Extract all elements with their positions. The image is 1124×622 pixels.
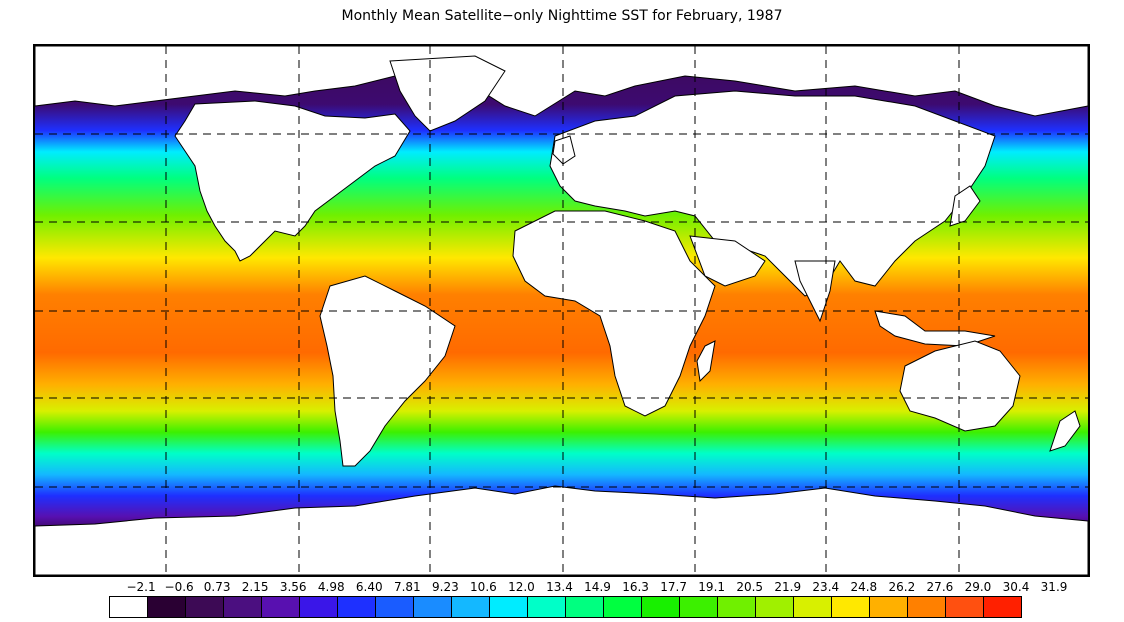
- antarctica: [35, 485, 1088, 575]
- grid-lines: [35, 46, 1088, 575]
- colorbar-swatch: [756, 597, 794, 617]
- eurasia: [549, 90, 996, 297]
- colorbar-swatch: [680, 597, 718, 617]
- colorbar-swatch: [300, 597, 338, 617]
- sst-map: [33, 44, 1090, 577]
- colorbar-tick-label: −2.1: [126, 580, 156, 594]
- colorbar-tick-label: 27.6: [926, 580, 954, 594]
- greenland: [389, 55, 506, 132]
- colorbar-swatch: [908, 597, 946, 617]
- madagascar: [696, 340, 716, 383]
- colorbar-tick-label: 10.6: [470, 580, 497, 594]
- colorbar-swatch: [452, 597, 490, 617]
- colorbar-tick-label: 3.56: [279, 580, 307, 594]
- colorbar-swatch: [376, 597, 414, 617]
- colorbar-tick-label: 4.98: [317, 580, 345, 594]
- colorbar-swatch: [566, 597, 604, 617]
- colorbar-tick-label: 26.2: [888, 580, 916, 594]
- colorbar-tick-label: 20.5: [736, 580, 764, 594]
- colorbar-swatch: [604, 597, 642, 617]
- colorbar-tick-label: 17.7: [660, 580, 687, 594]
- colorbar-tick-label: 6.40: [355, 580, 383, 594]
- colorbar-tick-label: −0.6: [164, 580, 194, 594]
- colorbar-swatch: [984, 597, 1021, 617]
- colorbar-tick-label: 12.0: [508, 580, 535, 594]
- colorbar-swatch: [832, 597, 870, 617]
- south-america: [319, 275, 456, 467]
- colorbar-tick-label: 14.9: [584, 580, 611, 594]
- colorbar-tick-label: 7.81: [393, 580, 421, 594]
- australia: [899, 340, 1021, 432]
- colorbar-swatch: [946, 597, 984, 617]
- colorbar-tick-label: 16.3: [622, 580, 649, 594]
- map-title: Monthly Mean Satellite−only Nighttime SS…: [341, 8, 783, 24]
- arabia: [689, 235, 766, 287]
- colorbar-swatch: [870, 597, 908, 617]
- north-america: [174, 100, 411, 262]
- colorbar-swatch: [528, 597, 566, 617]
- colorbar-tick-label: 24.8: [850, 580, 878, 594]
- india: [794, 260, 836, 323]
- colorbar-swatch: [262, 597, 300, 617]
- colorbar-swatch: [148, 597, 186, 617]
- colorbar-swatch: [186, 597, 224, 617]
- colorbar-tick-label: 0.73: [203, 580, 231, 594]
- colorbar-swatch: [642, 597, 680, 617]
- colorbar-tick-label: 19.1: [698, 580, 726, 594]
- colorbar-tick-label: 30.4: [1002, 580, 1030, 594]
- colorbar-tick-label: 2.15: [241, 580, 269, 594]
- colorbar-tick-label: 13.4: [546, 580, 573, 594]
- colorbar-tick-label: 23.4: [812, 580, 840, 594]
- colorbar-swatch: [794, 597, 832, 617]
- arctic-region: [35, 46, 1088, 117]
- british-isles: [552, 135, 576, 165]
- colorbar-tick-label: 21.9: [774, 580, 802, 594]
- colorbar: [109, 596, 1022, 618]
- colorbar-swatch: [224, 597, 262, 617]
- sst-map-canvas: [35, 46, 1088, 575]
- japan: [949, 185, 981, 227]
- colorbar-swatch: [110, 597, 148, 617]
- colorbar-swatch: [338, 597, 376, 617]
- colorbar-tick-label: 9.23: [432, 580, 459, 594]
- colorbar-labels: −2.1 −0.6 0.73 2.15 3.56 4.98 6.40 7.81 9.23 10.6…: [90, 580, 1067, 596]
- colorbar-swatch: [490, 597, 528, 617]
- colorbar-tick-label: 29.0: [964, 580, 992, 594]
- colorbar-swatch: [718, 597, 756, 617]
- new-zealand: [1049, 410, 1081, 452]
- colorbar-tick-label: 31.9: [1040, 580, 1068, 594]
- colorbar-swatch: [414, 597, 452, 617]
- indonesia: [874, 310, 996, 347]
